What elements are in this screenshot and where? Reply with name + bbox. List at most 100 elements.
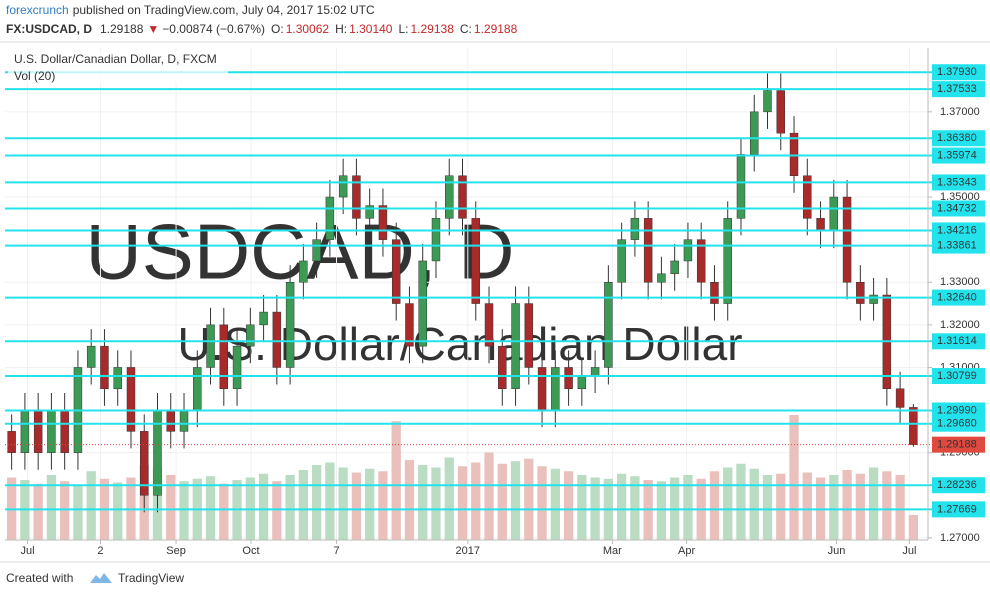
candle-body: [365, 205, 374, 219]
header-line: forexcrunch published on TradingView.com,…: [6, 3, 375, 17]
candle-body: [33, 409, 43, 453]
x-tick-label: Apr: [678, 545, 695, 557]
last-price-label: 1.29188: [937, 439, 977, 451]
volume-bar: [709, 471, 720, 540]
symbol: FX:USDCAD, D: [6, 22, 92, 36]
candle-body: [803, 175, 812, 219]
field-value: 1.29188: [474, 22, 518, 36]
price: 1.29188: [100, 22, 144, 36]
volume-bar: [868, 467, 879, 540]
last-price-tag: [932, 436, 985, 453]
level-label: 1.29680: [937, 418, 977, 430]
plot: 1.270001.290001.300001.310001.320001.330…: [5, 48, 985, 557]
candle-body: [617, 239, 626, 283]
volume-bar: [46, 475, 57, 540]
level-label: 1.36380: [937, 132, 977, 144]
level-tag: [932, 130, 985, 147]
brand[interactable]: TradingView: [118, 571, 184, 585]
candle-body: [909, 407, 918, 445]
candle-body: [511, 303, 520, 390]
volume-bar: [113, 482, 123, 540]
candle-body: [7, 431, 16, 453]
volume-bar: [842, 470, 852, 540]
volume-bar: [789, 415, 799, 540]
level-label: 1.30799: [937, 370, 977, 382]
volume-bar: [762, 475, 773, 540]
candle-body: [551, 367, 560, 411]
chart-title: U.S. Dollar/Canadian Dollar, D, FXCM: [14, 52, 217, 66]
volume-bar: [404, 460, 415, 540]
candle-body: [86, 345, 96, 368]
candle-body: [272, 311, 282, 368]
logo: [90, 573, 112, 583]
volume-bar: [683, 475, 693, 540]
level-label: 1.28236: [937, 479, 977, 491]
volume-bar: [258, 473, 269, 540]
x-tick-label: 2017: [456, 545, 480, 557]
volume-bar: [418, 465, 428, 540]
candle-body: [856, 282, 865, 304]
volume-bar: [908, 515, 919, 540]
candle-body: [338, 175, 348, 198]
field-value: 1.29138: [411, 22, 455, 36]
candle-body: [643, 218, 653, 283]
volume-bar: [524, 458, 534, 540]
legend-box: [8, 51, 228, 85]
level-tag: [932, 81, 985, 98]
volume-bar: [73, 485, 83, 540]
candle-body: [418, 260, 427, 347]
level-label: 1.33861: [937, 239, 977, 251]
candle-body: [537, 367, 547, 411]
field-value: 1.30062: [286, 22, 330, 36]
volume-bar: [351, 472, 362, 540]
candle-body: [590, 367, 600, 377]
candle-body: [285, 282, 295, 368]
field-label: C:: [460, 22, 472, 36]
author[interactable]: forexcrunch: [6, 3, 69, 17]
volume-bar: [457, 466, 468, 540]
candle-body: [710, 282, 719, 304]
volume-bar: [510, 461, 521, 540]
volume-bar: [285, 475, 295, 540]
candle-body: [20, 409, 30, 453]
candle-body: [696, 239, 706, 283]
candle-body: [842, 196, 852, 283]
volume-bar: [855, 473, 865, 540]
field-label: O:: [271, 22, 284, 36]
volume-bar: [829, 475, 839, 540]
y-tick-label: 1.32000: [940, 319, 980, 331]
volume-bar: [471, 462, 481, 540]
volume-bar: [166, 475, 176, 540]
candle-body: [179, 409, 189, 432]
y-tick-label: 1.33000: [940, 276, 980, 288]
arrow: ▼: [147, 22, 159, 36]
volume-bar: [325, 462, 335, 540]
volume-bar: [311, 465, 322, 540]
volume-bar: [736, 463, 746, 540]
candle-body: [312, 239, 321, 262]
volume-bar: [802, 472, 812, 540]
y-tick-label: 1.35000: [940, 191, 980, 203]
candle-body: [630, 218, 640, 240]
candle-body: [166, 409, 175, 432]
change: −0.00874 (−0.67%): [162, 22, 265, 36]
candle-body: [232, 345, 242, 390]
volume-bar: [431, 467, 441, 540]
candle-body: [431, 218, 441, 262]
x-tick-label: Jun: [828, 545, 846, 557]
level-tag: [932, 222, 985, 239]
volume-bar: [365, 468, 375, 540]
quote-line: FX:USDCAD, D 1.29188 ▼ −0.00874 (−0.67%) O: 1…: [6, 22, 518, 36]
candle-body: [259, 311, 268, 326]
volume-bar: [179, 481, 189, 540]
level-tag: [932, 402, 985, 419]
candle-body: [604, 282, 613, 368]
x-tick-label: 2: [97, 545, 103, 557]
volume-label: Vol (20): [14, 69, 55, 83]
field-label: H:: [335, 22, 347, 36]
volume-bar: [895, 475, 905, 540]
level-label: 1.35974: [937, 149, 977, 161]
x-tick-label: Mar: [603, 545, 622, 557]
